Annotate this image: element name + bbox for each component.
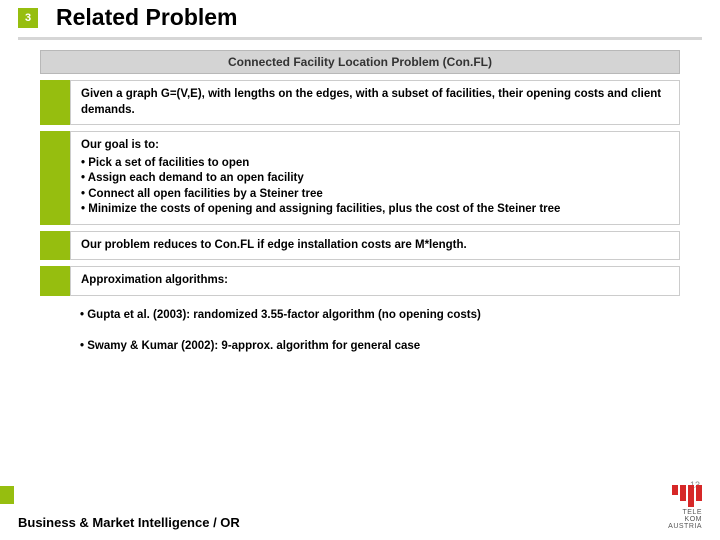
goal-item: • Connect all open facilities by a Stein…	[81, 187, 669, 203]
telekom-austria-logo: TELE KOM AUSTRIA	[668, 485, 702, 530]
block-approx-1: • Gupta et al. (2003): randomized 3.55-f…	[40, 302, 680, 330]
subtitle-bar: Connected Facility Location Problem (Con…	[40, 50, 680, 74]
spacer	[40, 333, 70, 361]
accent-mark	[40, 266, 70, 296]
spacer	[40, 302, 70, 330]
goal-intro: Our goal is to:	[81, 138, 669, 154]
goal-item: • Assign each demand to an open facility	[81, 171, 669, 187]
accent-mark	[40, 231, 70, 261]
goal-box: Our goal is to: • Pick a set of faciliti…	[70, 131, 680, 225]
block-given: Given a graph G=(V,E), with lengths on t…	[40, 80, 680, 125]
logo-bars-icon	[672, 485, 702, 507]
approx-item-1: • Gupta et al. (2003): randomized 3.55-f…	[70, 302, 680, 330]
page-title: Related Problem	[56, 4, 238, 31]
block-goal: Our goal is to: • Pick a set of faciliti…	[40, 131, 680, 225]
given-text: Given a graph G=(V,E), with lengths on t…	[70, 80, 680, 125]
block-reduces: Our problem reduces to Con.FL if edge in…	[40, 231, 680, 261]
accent-mark	[40, 80, 70, 125]
page-number-box: 3	[18, 8, 38, 28]
goal-bullets: • Pick a set of facilities to open • Ass…	[81, 156, 669, 218]
approx-heading: Approximation algorithms:	[70, 266, 680, 296]
approx-item-2: • Swamy & Kumar (2002): 9-approx. algori…	[70, 333, 680, 361]
footer-text: Business & Market Intelligence / OR	[18, 515, 240, 530]
accent-mark	[40, 131, 70, 225]
goal-item: • Pick a set of facilities to open	[81, 156, 669, 172]
block-approx-2: • Swamy & Kumar (2002): 9-approx. algori…	[40, 333, 680, 361]
logo-text: TELE KOM AUSTRIA	[668, 509, 702, 530]
title-divider	[18, 37, 702, 40]
footer: Business & Market Intelligence / OR TELE…	[0, 485, 720, 540]
block-approx-heading: Approximation algorithms:	[40, 266, 680, 296]
goal-item: • Minimize the costs of opening and assi…	[81, 202, 669, 218]
reduces-text: Our problem reduces to Con.FL if edge in…	[70, 231, 680, 261]
